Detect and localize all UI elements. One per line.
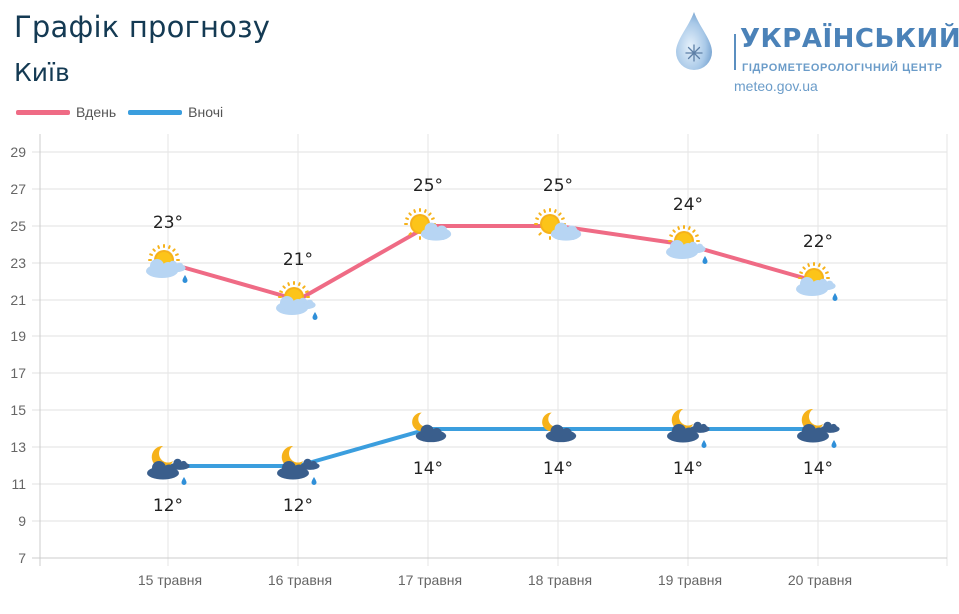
svg-text:7: 7 — [18, 550, 26, 566]
night-label: 14° — [673, 459, 703, 479]
svg-text:19: 19 — [10, 328, 26, 344]
svg-text:15 травня: 15 травня — [138, 572, 202, 588]
svg-text:13: 13 — [10, 439, 26, 455]
svg-text:20 травня: 20 травня — [788, 572, 852, 588]
legend-label-night: Вночі — [188, 104, 224, 120]
x-gridlines — [167, 134, 948, 566]
svg-text:18 травня: 18 травня — [528, 572, 592, 588]
y-gridlines — [32, 151, 947, 522]
night-label: 12° — [153, 496, 183, 516]
svg-text:23: 23 — [10, 255, 26, 271]
x-tick-labels: 15 травня 16 травня 17 травня 18 травня … — [138, 572, 852, 588]
logo-divider — [734, 34, 736, 70]
legend-swatch-night — [128, 109, 183, 115]
night-label: 14° — [413, 459, 443, 479]
day-label: 25° — [413, 176, 443, 196]
svg-text:27: 27 — [10, 181, 26, 197]
day-label: 25° — [543, 176, 573, 196]
svg-text:29: 29 — [10, 144, 26, 160]
svg-text:21: 21 — [10, 292, 26, 308]
water-drop-snowflake-icon — [676, 12, 712, 70]
y-tick-labels: 29 27 25 23 21 19 17 15 13 11 9 7 — [10, 144, 26, 566]
day-series-line — [167, 224, 819, 302]
partly-cloudy-rain-icon[interactable] — [146, 244, 188, 283]
legend-item-night[interactable]: Вночі — [128, 104, 223, 120]
svg-text:25: 25 — [10, 218, 26, 234]
svg-text:16 травня: 16 травня — [268, 572, 332, 588]
logo-title: УКРАЇНСЬКИЙ — [740, 24, 959, 54]
city-name: Київ — [14, 58, 70, 87]
day-label: 23° — [153, 213, 183, 233]
svg-text:17: 17 — [10, 365, 26, 381]
day-label: 22° — [803, 232, 833, 252]
svg-text:17 травня: 17 травня — [398, 572, 462, 588]
logo-subtitle: ГІДРОМЕТЕОРОЛОГІЧНИЙ ЦЕНТР — [742, 62, 943, 74]
day-label: 24° — [673, 195, 703, 215]
night-value-labels: 12° 12° 14° 14° 14° 14° — [153, 459, 833, 516]
svg-text:9: 9 — [18, 513, 26, 529]
day-value-labels: 23° 21° 25° 25° 24° 22° — [153, 176, 833, 270]
legend-item-day[interactable]: Вдень — [16, 104, 116, 120]
partly-cloudy-rain-icon[interactable] — [666, 225, 708, 264]
day-label: 21° — [283, 250, 313, 270]
night-series-line — [168, 427, 818, 468]
page-title: Графік прогнозу — [14, 10, 271, 44]
night-label: 14° — [803, 459, 833, 479]
night-label: 14° — [543, 459, 573, 479]
night-label: 12° — [283, 496, 313, 516]
legend-swatch-day — [16, 109, 70, 115]
svg-text:11: 11 — [11, 476, 26, 492]
logo-url[interactable]: meteo.gov.ua — [734, 78, 818, 94]
svg-text:19 травня: 19 травня — [658, 572, 722, 588]
ukrhydromet-logo[interactable]: УКРАЇНСЬКИЙ ГІДРОМЕТЕОРОЛОГІЧНИЙ ЦЕНТР m… — [672, 10, 959, 94]
legend-label-day: Вдень — [76, 104, 117, 120]
chart-legend: Вдень Вночі — [16, 104, 235, 120]
svg-text:15: 15 — [10, 402, 26, 418]
partly-cloudy-rain-icon[interactable] — [276, 281, 318, 320]
partly-cloudy-rain-icon[interactable] — [796, 262, 838, 301]
